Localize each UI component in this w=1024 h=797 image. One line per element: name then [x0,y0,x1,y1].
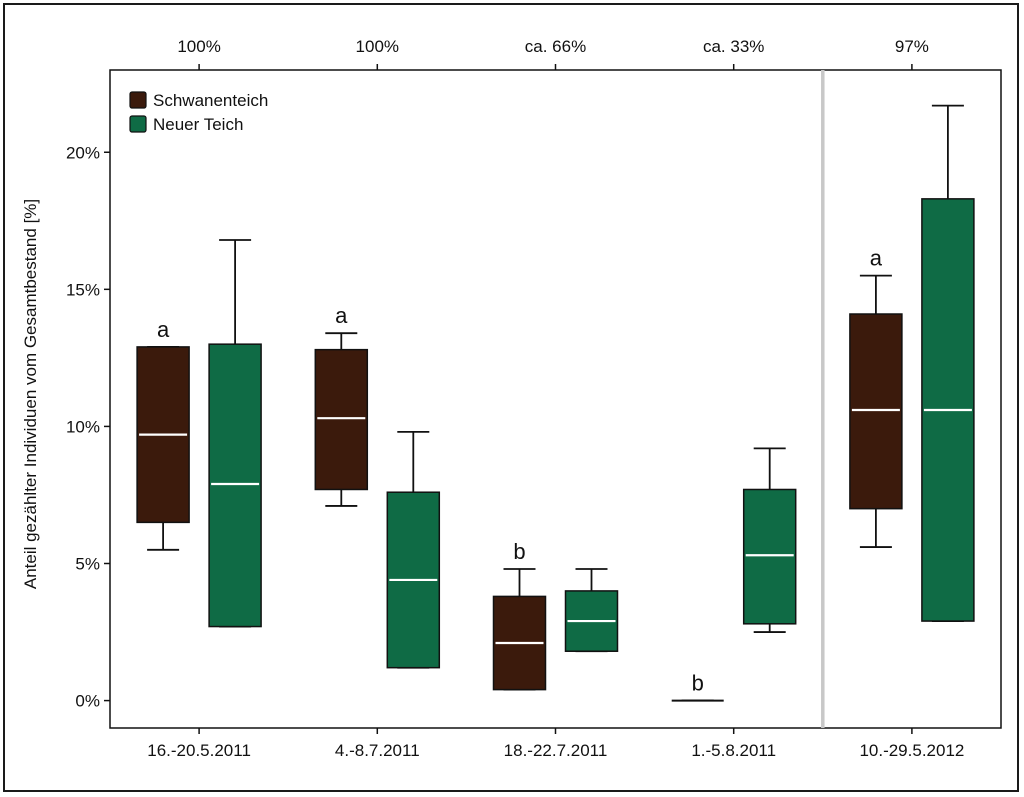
box-body [314,348,369,491]
x-tick-label: 1.-5.8.2011 [691,741,776,760]
legend-label: Neuer Teich [153,115,243,134]
boxes-layer [136,104,975,702]
box-body [208,343,262,628]
legend-label: Schwanenteich [153,91,268,110]
y-tick-label: 0% [75,692,100,711]
box-neuer-teich [742,447,797,633]
top-percent-label: 100% [356,37,399,56]
legend-swatch [129,115,147,133]
top-percent-label: ca. 66% [525,37,586,56]
box-schwanenteich [136,346,190,551]
significance-label: b [692,671,704,696]
legend: Schwanenteich Neuer Teich [129,91,268,134]
x-tick-label: 4.-8.7.2011 [335,741,420,760]
x-tick-label: 18.-22.7.2011 [504,741,608,760]
box-schwanenteich [492,568,547,691]
box-neuer-teich [208,239,262,628]
top-percent-label: 97% [895,37,929,56]
box-schwanenteich [314,332,369,507]
figure-frame [3,3,1019,792]
x-tick-label: 10.-29.5.2012 [859,741,964,760]
significance-label: a [870,246,883,271]
significance-label: a [335,303,348,328]
labels-layer: 0% 5% 10% 15% 20% Anteil gezählter Individuen… [21,37,964,760]
y-tick-label: 10% [66,417,100,436]
legend-swatch [129,91,147,109]
significance-label: a [157,317,170,342]
y-tick-label: 15% [66,280,100,299]
box-schwanenteich [849,274,903,548]
box-body [742,488,797,625]
box-body [849,313,903,510]
box-neuer-teich [921,104,975,622]
top-percent-label: 100% [177,37,220,56]
plot-area [104,64,1002,734]
top-percent-label: ca. 33% [703,37,764,56]
y-tick-label: 5% [75,555,100,574]
y-tick-label: 20% [66,143,100,162]
significance-label: b [513,539,525,564]
x-tick-label: 16.-20.5.2011 [147,741,251,760]
box-neuer-teich [564,568,619,653]
box-neuer-teich [386,430,441,669]
y-axis-label: Anteil gezählter Individuen vom Gesamtbe… [21,199,40,589]
